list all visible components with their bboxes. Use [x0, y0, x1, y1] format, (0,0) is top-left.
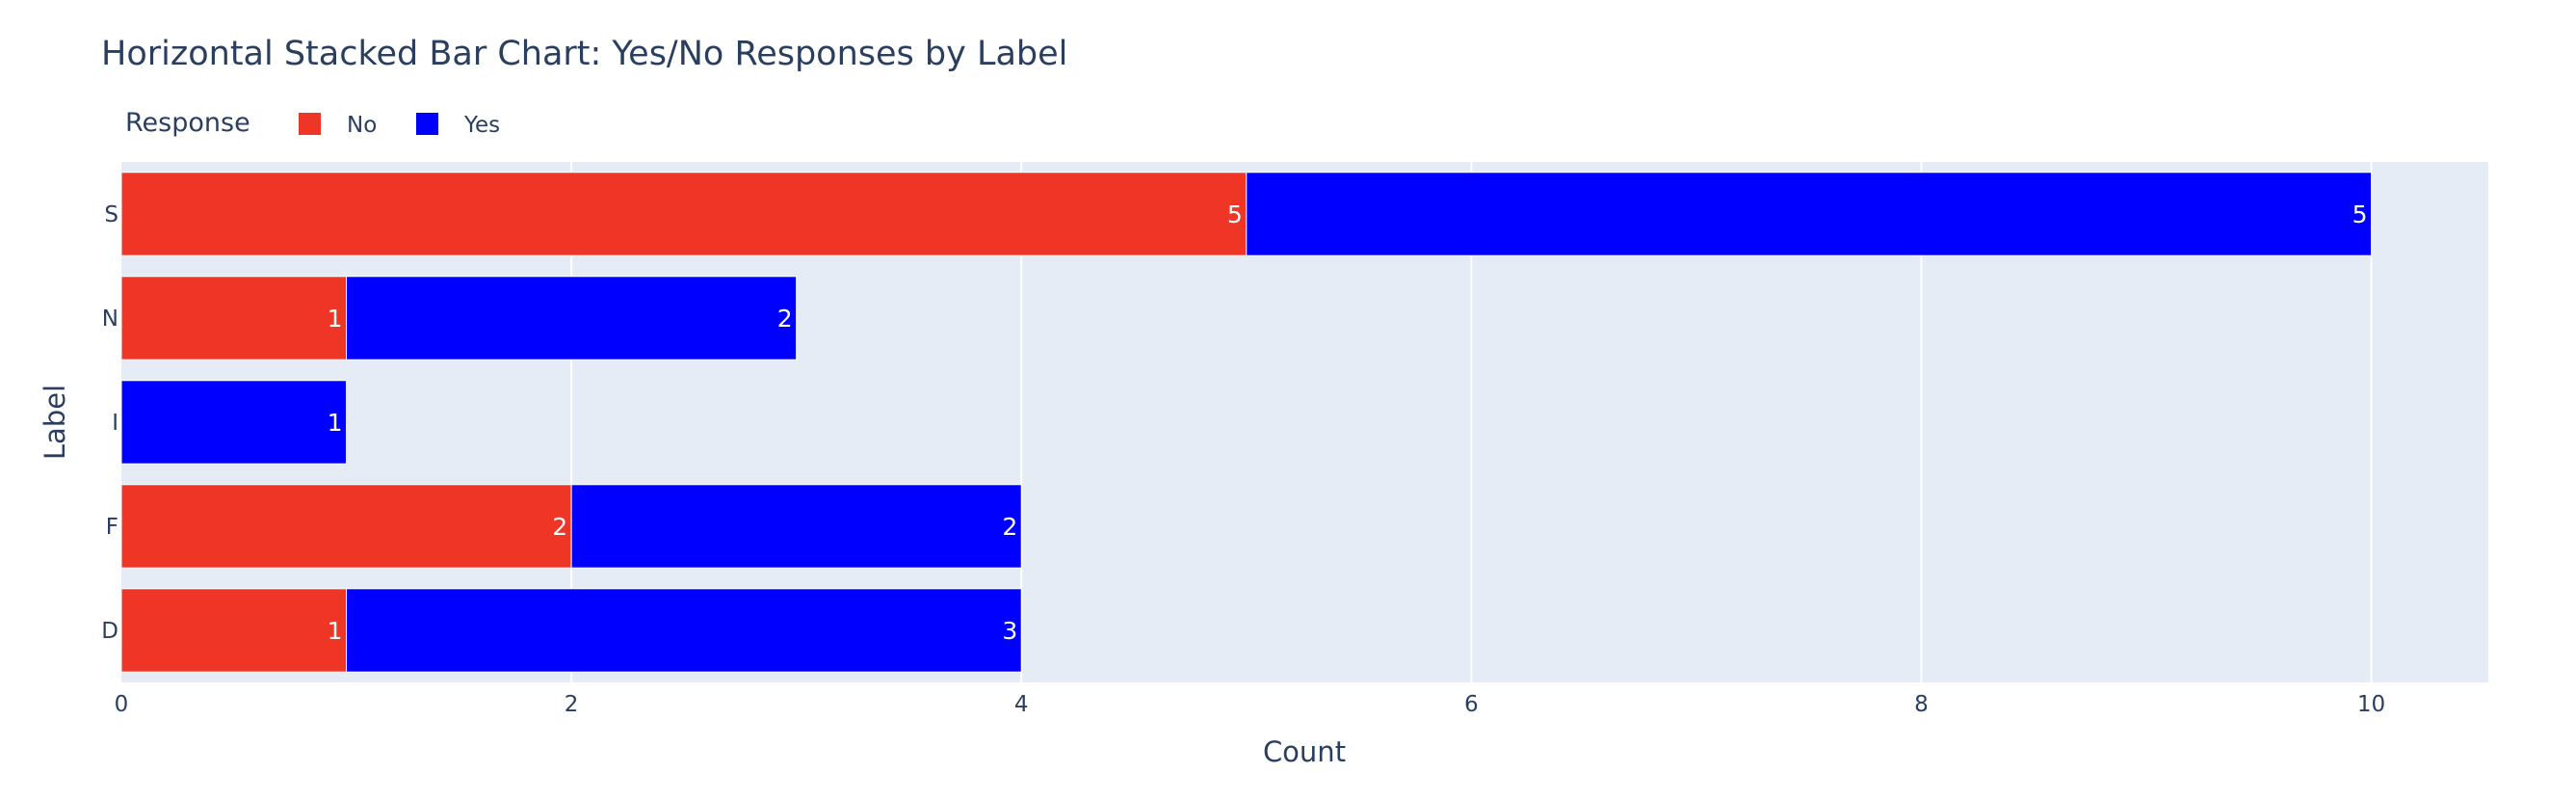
- legend-swatch-yes: [416, 113, 438, 135]
- bar-value-label: 1: [328, 617, 343, 645]
- bar-yes-S: [1246, 172, 2373, 256]
- bar-no-F: [120, 484, 572, 569]
- y-tick-label: S: [104, 202, 118, 227]
- y-tick-label: N: [102, 307, 118, 332]
- bar-no-N: [120, 276, 348, 360]
- x-tick-label: 4: [1014, 692, 1029, 717]
- bar-value-label: 2: [1002, 513, 1017, 541]
- x-axis-title: Count: [1263, 735, 1346, 768]
- bar-no-S: [120, 172, 1248, 256]
- bar-no-D: [120, 588, 348, 673]
- bar-labels: 1 3 2 2 1 1 2 5 5: [328, 200, 2368, 645]
- bar-value-label: 2: [552, 513, 567, 541]
- x-tick-label: 6: [1464, 692, 1479, 717]
- legend-swatch-no: [299, 113, 321, 135]
- bar-yes-F: [570, 484, 1022, 569]
- y-axis-title: Label: [39, 385, 71, 460]
- bar-value-label: 1: [328, 305, 343, 333]
- bar-value-label: 5: [2353, 200, 2368, 228]
- y-tick-label: I: [112, 411, 118, 436]
- bars: [120, 172, 2373, 673]
- x-tick-label: 2: [565, 692, 579, 717]
- y-axis-ticks: D F I N S: [101, 202, 118, 644]
- legend[interactable]: No Yes: [299, 113, 500, 138]
- bar-yes-D: [346, 588, 1022, 673]
- x-axis-ticks: 0 2 4 6 8 10: [115, 692, 2386, 717]
- bar-yes-N: [346, 276, 798, 360]
- chart-title: Horizontal Stacked Bar Chart: Yes/No Res…: [101, 35, 1067, 73]
- bar-value-label: 5: [1227, 200, 1243, 228]
- y-tick-label: D: [101, 619, 118, 644]
- y-tick-label: F: [106, 515, 118, 540]
- legend-label-no: No: [347, 113, 377, 138]
- x-tick-label: 0: [115, 692, 129, 717]
- bar-value-label: 2: [777, 305, 793, 333]
- bar-value-label: 3: [1002, 617, 1017, 645]
- legend-title: Response: [125, 108, 250, 138]
- bar-value-label: 1: [328, 409, 343, 437]
- legend-label-yes: Yes: [463, 113, 500, 138]
- x-tick-label: 8: [1914, 692, 1929, 717]
- x-tick-label: 10: [2357, 692, 2385, 717]
- bar-yes-I: [120, 380, 348, 465]
